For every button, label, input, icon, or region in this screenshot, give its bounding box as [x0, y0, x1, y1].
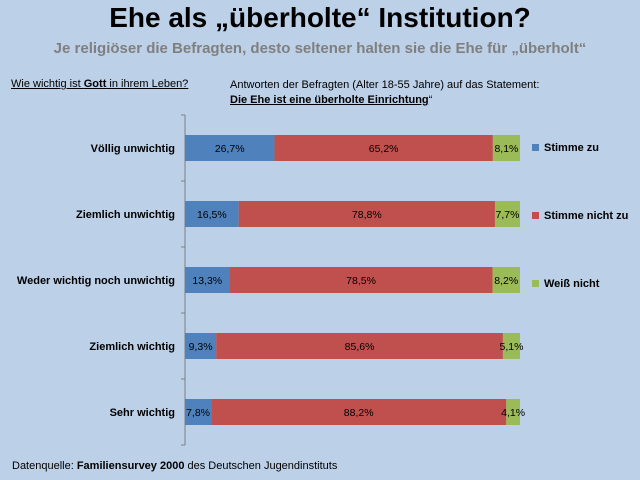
chart-subtitle: Je religiöser die Befragten, desto selte… — [53, 40, 587, 57]
footer-source: Familiensurvey 2000 — [76, 460, 185, 472]
data-label: 8,1% — [494, 143, 518, 155]
bar-segment — [274, 135, 493, 161]
bar-segment — [216, 333, 503, 359]
bar-segment — [494, 201, 520, 227]
answers-closing-quote: “ — [428, 94, 433, 106]
category-label: Völlig unwichtig — [91, 143, 175, 155]
answers-statement-line: Die Ehe ist eine überholte Einrichtung“ — [230, 93, 539, 108]
legend-label: Stimme zu — [544, 142, 599, 154]
answers-intro: Antworten der Befragten (Alter 18-55 Jah… — [230, 79, 540, 91]
bar-segment — [492, 135, 520, 161]
data-label: 16,5% — [197, 209, 227, 221]
data-label: 65,2% — [369, 143, 399, 155]
bar-segment — [185, 267, 230, 293]
data-label: 88,2% — [344, 407, 374, 419]
category-label: Ziemlich wichtig — [89, 341, 175, 353]
data-source: Datenquelle: Familiensurvey 2000 des Deu… — [12, 460, 337, 472]
legend-swatch — [532, 280, 539, 287]
category-label: Ziemlich unwichtig — [76, 209, 175, 221]
legend-label: Stimme nicht zu — [544, 210, 628, 222]
data-label: 26,7% — [215, 143, 245, 155]
question-text-before: Wie wichtig ist — [11, 78, 84, 90]
category-label: Sehr wichtig — [110, 407, 175, 419]
data-label: 78,8% — [352, 209, 382, 221]
legend-label: Weiß nicht — [544, 278, 600, 290]
data-label: 9,3% — [189, 341, 213, 353]
data-label: 78,5% — [346, 275, 376, 287]
data-label: 13,3% — [192, 275, 222, 287]
bar-segment — [185, 135, 275, 161]
bar-segment — [506, 399, 520, 425]
data-label: 4,1% — [501, 407, 525, 419]
question-label: Wie wichtig ist Gott in ihrem Leben? — [11, 78, 188, 90]
bar-segment — [502, 333, 520, 359]
data-label: 7,8% — [186, 407, 210, 419]
bar-segment — [229, 267, 493, 293]
footer-suffix: des Deutschen Jugendinstituts — [184, 460, 338, 472]
bar-segment — [185, 399, 212, 425]
data-label: 85,6% — [345, 341, 375, 353]
bar-segment — [185, 201, 239, 227]
data-label: 8,2% — [494, 275, 518, 287]
data-label: 7,7% — [496, 209, 520, 221]
question-text-bold: Gott — [83, 78, 107, 90]
legend-swatch — [532, 144, 539, 151]
question-text-after: in ihrem Leben? — [106, 78, 189, 90]
bar-segment — [492, 267, 520, 293]
data-label: 5,1% — [499, 341, 523, 353]
bar-segment — [238, 201, 495, 227]
footer-prefix: Datenquelle: — [12, 460, 77, 472]
bar-segment — [185, 333, 217, 359]
category-label: Weder wichtig noch unwichtig — [17, 275, 175, 287]
answers-statement: Die Ehe ist eine überholte Einrichtung — [230, 94, 429, 106]
legend-swatch — [532, 212, 539, 219]
chart-title: Ehe als „überholte“ Institution? — [109, 2, 531, 33]
bar-segment — [211, 399, 507, 425]
answers-header: Antworten der Befragten (Alter 18-55 Jah… — [230, 78, 539, 108]
